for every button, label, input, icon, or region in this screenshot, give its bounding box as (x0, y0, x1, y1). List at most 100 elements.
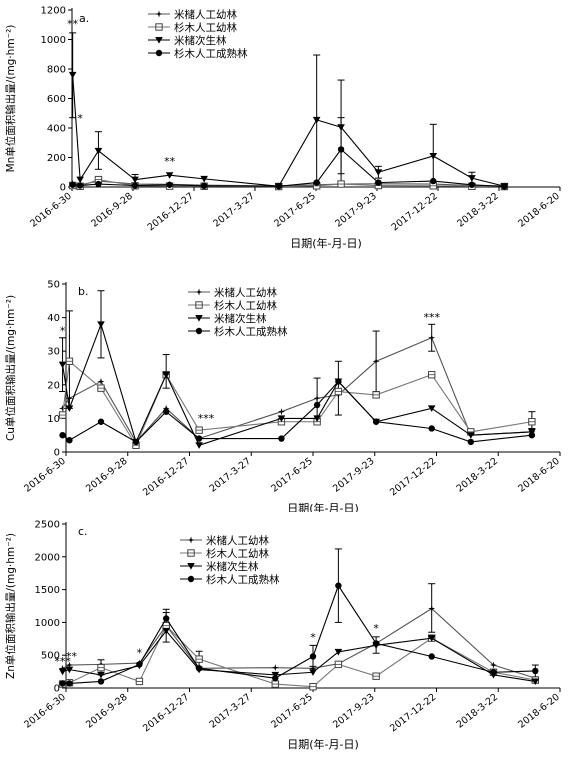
data-point (200, 182, 208, 190)
data-point (58, 668, 67, 676)
data-point (427, 635, 436, 642)
y-tick-label: 20 (47, 380, 60, 391)
x-tick-label: 2017-6-25 (269, 692, 315, 731)
data-point (76, 176, 84, 184)
data-point (427, 405, 436, 412)
y-tick-label: 1200 (41, 6, 66, 17)
data-point (66, 680, 73, 687)
data-point (65, 394, 74, 402)
legend-label: 杉木人工幼林 (214, 299, 277, 312)
legend-label: 米槠人工幼林 (174, 8, 237, 21)
y-tick-label: 800 (47, 65, 66, 76)
data-point (58, 404, 67, 412)
legend-label: 米槠次生林 (214, 312, 267, 325)
x-axis-label: 日期(年-月-日) (287, 737, 359, 751)
data-point (275, 183, 282, 190)
x-tick-label: 2017-12-22 (388, 456, 438, 499)
x-tick-label: 2018-6-20 (516, 456, 562, 495)
y-tick-label: 400 (47, 124, 66, 135)
series-points (59, 582, 539, 687)
legend-label: 杉木人工成熟林 (174, 47, 248, 60)
data-point (69, 181, 76, 188)
y-tick-label: 2000 (35, 552, 60, 563)
series-line (62, 584, 536, 684)
data-point (490, 669, 497, 676)
y-axis-label: Zn单位面积输出量/(mg·hm⁻²) (4, 533, 17, 679)
significance-label: * (137, 647, 143, 660)
data-point (97, 671, 105, 679)
y-tick-label: 1000 (41, 35, 66, 46)
legend-label: 杉木人工成熟林 (214, 325, 288, 338)
data-point (429, 153, 438, 160)
x-tick-label: 2017-3-27 (208, 456, 254, 495)
series-points (68, 71, 509, 190)
x-tick-label: 2018-6-20 (516, 692, 562, 731)
y-axis-label: Cu单位面积输出量/(mg·hm⁻²) (4, 295, 17, 441)
y-axis-label: Mn单位面积输出量/(mg·hm⁻²) (4, 25, 17, 173)
x-tick-label: 2016-9-28 (84, 692, 130, 731)
data-point (428, 425, 435, 432)
legend-marker (155, 49, 163, 57)
legend-marker (155, 10, 163, 18)
significance-label: * (373, 622, 379, 635)
zn-chart: 0 500 1000 1500 2000 2500 2016-6-30 2016-9-28 20… (4, 520, 562, 752)
data-point (531, 678, 540, 686)
y-tick-label: 0 (54, 684, 60, 695)
y-tick-label: 0 (60, 183, 66, 194)
data-point (374, 169, 383, 176)
data-point (428, 605, 436, 613)
x-tick-label: 2016-9-28 (84, 456, 130, 495)
data-point (132, 438, 140, 446)
chart-panel-zn: 0 500 1000 1500 2000 2500 2016-6-30 2016-9-28 20… (0, 512, 583, 769)
legend-marker (187, 563, 195, 570)
data-point (372, 357, 380, 365)
data-point (313, 179, 320, 186)
data-point (136, 661, 143, 668)
x-tick-label: 2017-6-25 (269, 456, 315, 495)
panel-label: b. (78, 285, 88, 298)
data-point (335, 582, 342, 589)
data-point (428, 653, 435, 660)
x-tick-label: 2018-6-20 (516, 191, 562, 230)
data-point (337, 124, 345, 131)
data-point (97, 321, 105, 328)
mn-chart: 0 200 400 600 800 1000 1200 2016-6-30 2016-9-28 2… (4, 6, 562, 251)
legend-marker (187, 536, 195, 544)
legend-marker (195, 288, 203, 296)
y-tick-label: 40 (47, 313, 60, 324)
data-point (277, 415, 286, 422)
data-point (131, 176, 139, 184)
x-tick-label: 2016-6-30 (22, 456, 68, 495)
x-tick-label: 2017-6-25 (272, 191, 318, 230)
panel-label: a. (79, 12, 89, 25)
data-point (97, 678, 105, 685)
data-point (375, 179, 382, 186)
data-point (428, 334, 436, 342)
series-points (58, 605, 539, 682)
data-point (195, 442, 203, 449)
series-points (58, 334, 536, 446)
y-tick-label: 2500 (35, 520, 60, 531)
data-point (335, 378, 342, 385)
y-tick-label: 1000 (35, 618, 60, 629)
data-point (468, 181, 476, 188)
significance-label: *** (423, 311, 440, 324)
legend-label: 杉木人工幼林 (206, 547, 269, 560)
x-tick-label: 2017-9-23 (333, 191, 379, 230)
data-point (76, 182, 84, 189)
data-point (162, 371, 170, 379)
legend-label: 米槠次生林 (174, 34, 227, 47)
data-point (277, 408, 286, 416)
x-tick-label: 2016-9-28 (89, 191, 135, 230)
data-point (372, 640, 380, 647)
x-tick-label: 2017-3-27 (208, 692, 254, 731)
y-tick-label: 10 (47, 414, 60, 425)
panel-label: c. (78, 525, 88, 538)
x-axis-label: 日期(年-月-日) (287, 501, 359, 512)
significance-label: *** (198, 412, 215, 425)
x-tick-label: 2017-9-23 (331, 692, 377, 731)
data-point (200, 175, 208, 183)
data-point (97, 418, 105, 425)
